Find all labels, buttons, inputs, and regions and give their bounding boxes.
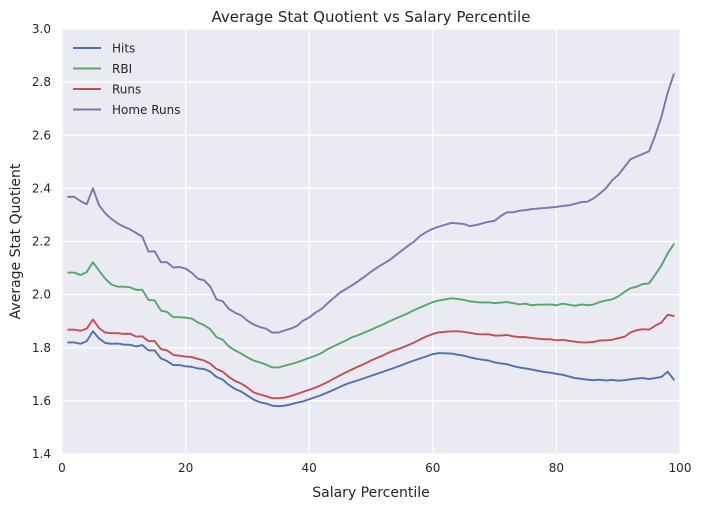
gridlines: [61, 28, 681, 455]
chart-title: Average Stat Quotient vs Salary Percenti…: [212, 8, 531, 26]
series-line-hits: [67, 330, 675, 408]
x-axis-label: Salary Percentile: [312, 485, 430, 501]
y-tick-label: 2.2: [32, 235, 51, 249]
y-tick-label: 2.0: [32, 288, 51, 302]
legend: Hits RBI Runs Home Runs: [73, 42, 181, 117]
series-lines: [67, 73, 675, 408]
x-tick-label: 0: [58, 461, 66, 475]
series-line-rbi: [67, 243, 675, 369]
legend-label-home-runs: Home Runs: [112, 103, 181, 117]
y-tick-label: 2.6: [32, 128, 51, 142]
y-tick-label: 2.8: [32, 75, 51, 89]
legend-label-runs: Runs: [112, 83, 141, 97]
x-tick-label: 80: [549, 461, 564, 475]
y-tick-label: 1.4: [32, 447, 51, 461]
y-axis-label: Average Stat Quotient: [8, 163, 24, 319]
x-tick-label: 20: [178, 461, 193, 475]
x-tick-label: 100: [669, 461, 692, 475]
y-tick-label: 3.0: [32, 22, 51, 36]
series-line-runs: [67, 313, 675, 400]
tick-labels: 0 20 40 60 80 100 1.4 1.6 1.8 2.0 2.2 2.4 2.6 2.8 3.0: [32, 22, 692, 475]
x-tick-label: 60: [425, 461, 440, 475]
y-tick-label: 2.4: [32, 181, 51, 195]
y-tick-label: 1.6: [32, 394, 51, 408]
y-tick-label: 1.8: [32, 341, 51, 355]
x-tick-label: 40: [302, 461, 317, 475]
legend-label-rbi: RBI: [112, 62, 132, 76]
legend-label-hits: Hits: [112, 42, 135, 56]
series-line-home-runs: [67, 73, 675, 334]
